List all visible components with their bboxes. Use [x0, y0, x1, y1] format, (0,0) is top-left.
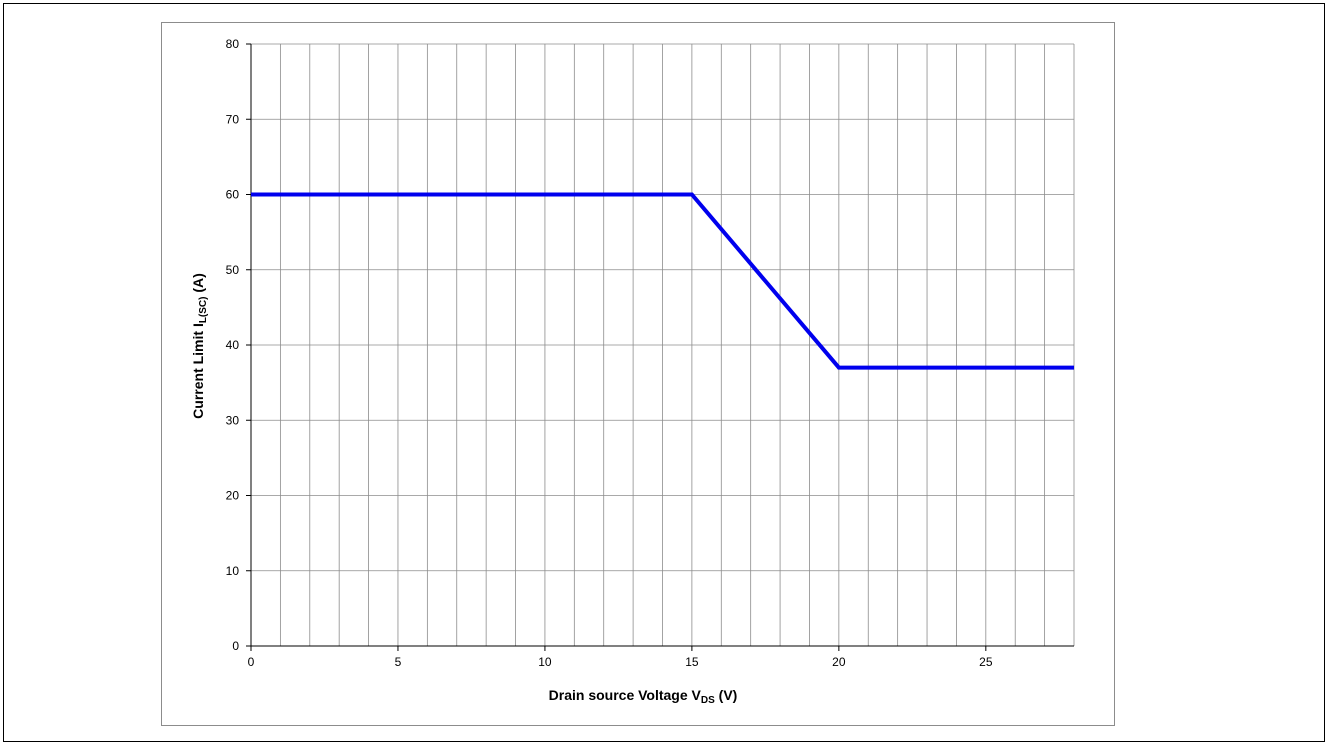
chart-area-frame — [161, 22, 1115, 726]
x-axis-title-unit: (V) — [715, 687, 738, 703]
y-axis-title: Current Limit IL(SC) (A) — [190, 273, 209, 419]
x-tick-label: 0 — [248, 655, 255, 669]
figure-frame — [3, 3, 1325, 742]
x-tick-label: 25 — [979, 655, 993, 669]
series-layer — [251, 192, 1074, 370]
y-tick-label: 50 — [226, 263, 240, 277]
x-tick-label: 5 — [395, 655, 402, 669]
y-tick-label: 80 — [226, 37, 240, 51]
y-axis-title-unit: (A) — [190, 273, 206, 296]
y-tick-label: 10 — [226, 564, 240, 578]
x-axis-title-main: Drain source Voltage V — [549, 687, 702, 703]
x-axis-title-sub: DS — [701, 695, 715, 706]
y-axis-title-sub: L(SC) — [198, 296, 209, 323]
y-tick-label: 0 — [232, 639, 239, 653]
x-axis-title: Drain source Voltage VDS (V) — [549, 687, 738, 706]
y-axis-title-main: Current Limit I — [190, 323, 206, 419]
y-tick-label: 30 — [226, 413, 240, 427]
y-tick-label: 20 — [226, 489, 240, 503]
x-tick-label: 20 — [832, 655, 846, 669]
y-tick-label: 60 — [226, 188, 240, 202]
y-tick-label: 40 — [226, 338, 240, 352]
grid — [251, 43, 1075, 646]
x-tick-labels: 0 5 10 15 20 25 — [248, 646, 993, 669]
x-tick-label: 15 — [685, 655, 699, 669]
y-tick-labels: 0 10 20 30 40 50 60 70 80 — [226, 37, 251, 653]
series-line — [251, 192, 1074, 370]
x-tick-label: 10 — [538, 655, 552, 669]
y-tick-label: 70 — [226, 112, 240, 126]
